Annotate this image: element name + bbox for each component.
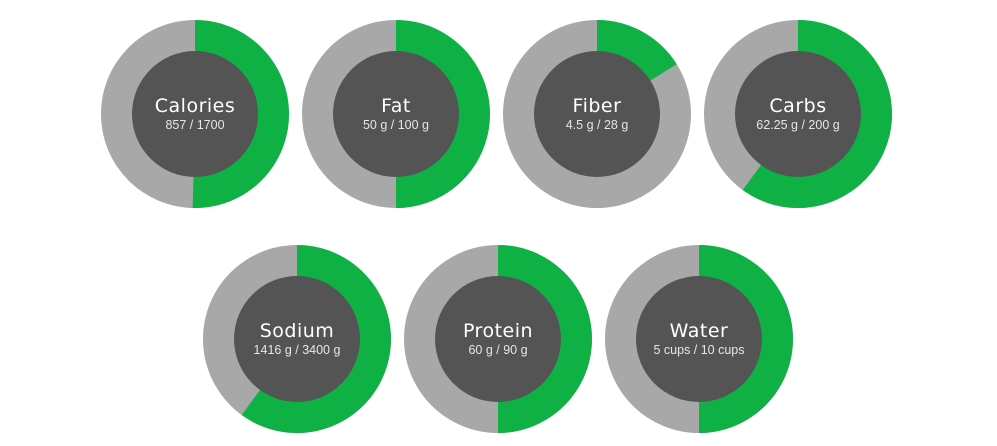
dial-amount: 1416 g / 3400 g — [253, 343, 341, 357]
dial-calories: Calories 857 / 1700 — [101, 20, 289, 208]
dial-center: Fiber 4.5 g / 28 g — [534, 51, 660, 177]
dial-center: Calories 857 / 1700 — [132, 51, 258, 177]
ring-center — [534, 51, 660, 177]
sodium-progress-ring — [203, 245, 391, 433]
ring-center — [735, 51, 861, 177]
dial-amount: 60 g / 90 g — [468, 343, 528, 357]
ring-center — [234, 276, 360, 402]
dial-label: Sodium — [259, 320, 335, 342]
dial-sodium: Sodium 1416 g / 3400 g — [203, 245, 391, 433]
fat-progress-ring — [302, 20, 490, 208]
dial-label: Carbs — [769, 95, 827, 117]
dial-fat: Fat 50 g / 100 g — [302, 20, 490, 208]
ring-center — [636, 276, 762, 402]
dial-amount: 4.5 g / 28 g — [565, 118, 629, 132]
fiber-progress-ring — [503, 20, 691, 208]
ring-center — [435, 276, 561, 402]
dial-fiber: Fiber 4.5 g / 28 g — [503, 20, 691, 208]
dial-label: Protein — [462, 320, 534, 342]
dial-label: Fat — [381, 95, 411, 117]
dial-water: Water 5 cups / 10 cups — [605, 245, 793, 433]
carbs-progress-ring — [704, 20, 892, 208]
dial-label: Fiber — [572, 95, 622, 117]
water-progress-ring — [605, 245, 793, 433]
dial-amount: 50 g / 100 g — [362, 118, 430, 132]
dial-label: Water — [669, 320, 729, 342]
dial-amount: 62.25 g / 200 g — [756, 118, 840, 132]
dial-amount: 5 cups / 10 cups — [653, 343, 745, 357]
dial-center: Protein 60 g / 90 g — [435, 276, 561, 402]
protein-progress-ring — [404, 245, 592, 433]
dial-center: Sodium 1416 g / 3400 g — [234, 276, 360, 402]
dial-center: Fat 50 g / 100 g — [333, 51, 459, 177]
ring-center — [132, 51, 258, 177]
calories-progress-ring — [101, 20, 289, 208]
dial-label: Calories — [154, 95, 236, 117]
dial-center: Carbs 62.25 g / 200 g — [735, 51, 861, 177]
dial-carbs: Carbs 62.25 g / 200 g — [704, 20, 892, 208]
dial-protein: Protein 60 g / 90 g — [404, 245, 592, 433]
dial-center: Water 5 cups / 10 cups — [636, 276, 762, 402]
ring-center — [333, 51, 459, 177]
dial-amount: 857 / 1700 — [165, 118, 225, 132]
